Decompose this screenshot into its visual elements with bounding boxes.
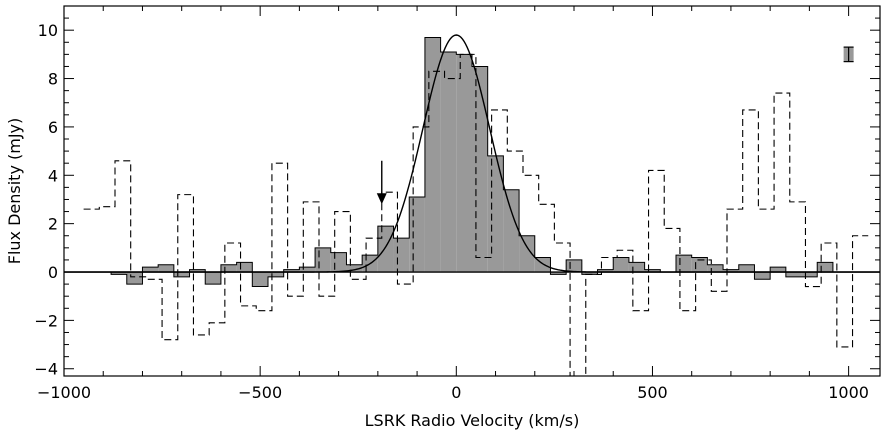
y-tick-label: −2 [34, 311, 58, 330]
filled-bin-26 [519, 235, 535, 273]
filled-bin-29 [566, 259, 582, 273]
filled-bin-10 [268, 272, 284, 277]
filled-bin-1 [126, 272, 143, 285]
filled-bin-8 [236, 262, 253, 273]
y-tick-label: 6 [48, 118, 58, 137]
filled-bin-4 [173, 272, 190, 277]
filled-bin-33 [628, 262, 645, 273]
filled-bin-21 [440, 51, 457, 273]
x-axis-title: LSRK Radio Velocity (km/s) [365, 411, 580, 430]
gaussian-fit-layer [64, 34, 880, 273]
x-tick-label: 1000 [828, 383, 869, 402]
filled-bin-0 [111, 272, 127, 275]
filled-bin-18 [393, 238, 410, 273]
filled-bin-42 [770, 267, 786, 273]
dashed-histogram-layer [83, 53, 869, 377]
filled-bin-11 [283, 269, 300, 273]
y-tick-label: 0 [48, 263, 58, 282]
filled-bin-6 [205, 272, 221, 285]
x-tick-label: −500 [238, 383, 282, 402]
filled-bin-17 [377, 226, 394, 273]
filled-bin-32 [613, 257, 629, 273]
filled-bin-20 [424, 37, 441, 273]
x-tick-label: 500 [637, 383, 668, 402]
filled-bin-13 [315, 247, 331, 273]
filled-bin-28 [550, 272, 567, 275]
plot-frame [63, 5, 881, 377]
arrow-down-icon [376, 193, 387, 205]
axis-ticks-layer: −1000 −500 0 500 1000 −4 −2 0 2 4 6 8 10 [34, 5, 880, 402]
filled-bin-36 [676, 255, 692, 273]
dashed-histogram-line [83, 53, 869, 377]
filled-bin-22 [456, 54, 472, 273]
filled-bin-45 [817, 262, 833, 273]
filled-bin-15 [346, 264, 363, 273]
filled-bin-34 [644, 269, 661, 273]
x-tick-label: 0 [451, 383, 461, 402]
filled-bin-2 [142, 267, 159, 273]
y-tick-label: 2 [48, 215, 58, 234]
filled-bin-31 [597, 269, 614, 273]
y-tick-label: 10 [38, 21, 58, 40]
filled-bin-30 [581, 272, 598, 275]
y-axis-title: Flux Density (mJy) [5, 118, 24, 265]
gaussian-fit-curve [64, 34, 880, 273]
filled-bin-7 [220, 264, 237, 273]
filled-bin-9 [252, 272, 268, 287]
filled-bin-5 [189, 269, 206, 273]
filled-bin-38 [707, 264, 724, 273]
filled-bin-40 [738, 264, 755, 273]
filled-bin-3 [158, 264, 174, 273]
y-tick-label: −4 [34, 360, 58, 379]
filled-bin-44 [801, 272, 818, 277]
y-tick-label: 8 [48, 70, 58, 89]
filled-bin-41 [754, 272, 771, 280]
filled-histogram-layer [110, 36, 849, 288]
annotation-layer [376, 46, 854, 205]
filled-bin-25 [503, 189, 520, 273]
filled-bin-14 [330, 252, 347, 273]
filled-bin-43 [785, 272, 802, 277]
filled-bin-19 [409, 197, 425, 273]
filled-bin-12 [299, 267, 316, 273]
filled-bin-23 [472, 66, 488, 273]
y-tick-label: 4 [48, 166, 58, 185]
x-tick-label: −1000 [37, 383, 91, 402]
filled-bin-39 [723, 269, 739, 273]
